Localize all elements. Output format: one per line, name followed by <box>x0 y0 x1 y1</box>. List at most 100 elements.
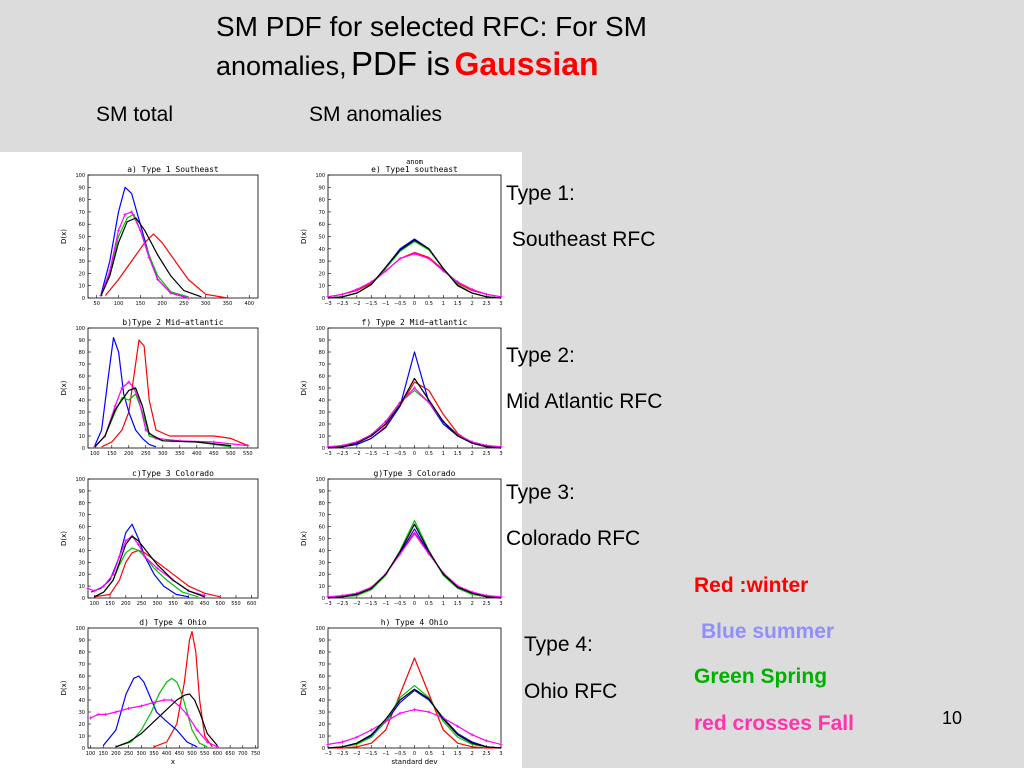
ytick-label-3-4: 40 <box>319 398 325 404</box>
series-line-other-3 <box>327 377 502 449</box>
xtick-label-2-3: 250 <box>141 451 151 457</box>
rfc-label-midatlantic: Mid Atlantic RFC <box>506 390 663 413</box>
series-marker-fall-1-1 <box>340 292 345 296</box>
xtick-label-5-0: −3 <box>324 601 331 607</box>
series-marker-fall-1-7 <box>427 257 431 261</box>
series-marker-fall-0-3 <box>123 212 127 216</box>
series-marker-fall-5-6 <box>412 532 417 536</box>
xtick-label-1-4: −1 <box>382 301 389 307</box>
ytick-label-3-10: 100 <box>315 326 325 332</box>
series-marker-fall-4-1 <box>92 589 96 593</box>
ytick-label-1-9: 90 <box>319 185 325 191</box>
chart-top-label-1: anom <box>406 158 423 166</box>
ytick-label-1-5: 50 <box>319 235 325 241</box>
ytick-label-3-6: 60 <box>319 374 325 380</box>
ytick-label-5-3: 30 <box>319 560 325 566</box>
series-marker-fall-0-6 <box>147 255 151 260</box>
ylabel-7: D(x) <box>300 680 308 695</box>
series-marker-fall-2-11 <box>246 444 250 448</box>
series-line-spring-5 <box>327 520 502 599</box>
charts-svg: a) Type 1 Southeast010203040506070809010… <box>60 158 503 766</box>
xtick-label-4-0: 100 <box>90 601 100 607</box>
title-line-2a: anomalies, <box>216 50 347 81</box>
slide-title: SM PDF for selected RFC: For SM anomalie… <box>216 10 647 83</box>
ytick-label-7-1: 10 <box>319 734 325 740</box>
ytick-label-4-10: 100 <box>75 477 85 483</box>
series-marker-fall-6-13 <box>215 745 220 749</box>
xtick-label-7-9: 1.5 <box>454 751 462 757</box>
series-line-summer-3 <box>327 351 502 449</box>
ytick-label-4-5: 50 <box>79 537 85 543</box>
ytick-label-4-3: 30 <box>79 560 85 566</box>
ytick-label-3-2: 20 <box>319 422 325 428</box>
ylabel-3: D(x) <box>300 380 308 395</box>
series-marker-fall-2-4 <box>127 380 131 384</box>
ytick-label-7-10: 100 <box>315 626 325 632</box>
series-line-spring-4 <box>94 547 199 598</box>
xtick-label-1-3: −1.5 <box>365 301 377 307</box>
xtick-label-5-11: 2.5 <box>483 601 491 607</box>
xtick-label-4-2: 200 <box>121 601 131 607</box>
xtick-label-7-8: 1 <box>442 751 445 757</box>
series-line-fall-6 <box>90 699 218 748</box>
ylabel-1: D(x) <box>300 229 308 244</box>
series-line-summer-7 <box>327 689 502 749</box>
series-marker-fall-1-2 <box>355 287 359 291</box>
xtick-label-6-12: 700 <box>238 751 248 757</box>
series-marker-fall-1-11 <box>484 292 489 296</box>
xtick-label-6-1: 150 <box>98 751 108 757</box>
series-marker-fall-6-0 <box>88 716 93 720</box>
xtick-label-4-1: 150 <box>105 601 115 607</box>
xtick-label-7-12: 3 <box>499 751 502 757</box>
xtick-label-7-10: 2 <box>471 751 474 757</box>
ytick-label-6-1: 10 <box>79 734 85 740</box>
chart-title-6: d) Type 4 Ohio <box>139 618 207 627</box>
ytick-label-1-2: 20 <box>319 271 325 277</box>
ytick-label-4-2: 20 <box>79 572 85 578</box>
ytick-label-7-2: 20 <box>319 722 325 728</box>
xtick-label-1-6: 0 <box>413 301 416 307</box>
xtick-label-3-11: 2.5 <box>483 451 491 457</box>
ytick-label-4-8: 80 <box>79 501 85 507</box>
ytick-label-5-6: 60 <box>319 525 325 531</box>
series-line-summer-2 <box>94 337 157 448</box>
xtick-label-1-1: −2.5 <box>336 301 348 307</box>
xtick-label-7-4: −1 <box>382 751 389 757</box>
series-marker-fall-6-7 <box>162 698 166 702</box>
ytick-label-2-9: 90 <box>79 338 85 344</box>
ytick-label-2-0: 0 <box>82 446 85 452</box>
series-line-fall-7 <box>327 708 502 745</box>
chart-title-7: h) Type 4 Ohio <box>381 618 449 627</box>
series-marker-fall-2-7 <box>144 428 148 432</box>
series-line-summer-4 <box>90 523 189 598</box>
xtick-label-2-0: 100 <box>90 451 100 457</box>
xtick-label-2-6: 400 <box>192 451 202 457</box>
xtick-label-6-8: 500 <box>187 751 197 757</box>
xtick-label-3-5: −0.5 <box>394 451 406 457</box>
series-marker-fall-6-5 <box>139 704 143 708</box>
series-line-other-1 <box>327 239 502 299</box>
ytick-label-2-10: 100 <box>75 326 85 332</box>
ytick-label-2-2: 20 <box>79 422 85 428</box>
ytick-label-0-7: 70 <box>79 210 85 216</box>
legend-fall: red crosses Fall <box>694 712 854 735</box>
xtick-label-2-4: 300 <box>158 451 168 457</box>
xtick-label-7-6: 0 <box>413 751 416 757</box>
chart-title-0: a) Type 1 Southeast <box>127 165 219 174</box>
title-line-1: SM PDF for selected RFC: For SM <box>216 11 647 42</box>
xtick-label-4-9: 550 <box>231 601 241 607</box>
ytick-label-0-0: 0 <box>82 296 85 302</box>
chart-title-4: c)Type 3 Colorado <box>132 469 214 478</box>
xtick-label-0-5: 300 <box>201 301 211 307</box>
xlabel-6: x <box>171 758 175 766</box>
series-line-spring-3 <box>327 389 502 448</box>
xtick-label-3-3: −1.5 <box>365 451 377 457</box>
ytick-label-5-5: 50 <box>319 537 325 543</box>
xtick-label-2-1: 150 <box>107 451 117 457</box>
series-marker-fall-0-7 <box>156 277 160 282</box>
xtick-label-5-2: −2 <box>353 601 360 607</box>
series-marker-fall-4-3 <box>111 572 115 576</box>
xtick-label-3-6: 0 <box>413 451 416 457</box>
chart-title-1: e) Type1 southeast <box>371 165 458 174</box>
series-marker-fall-7-11 <box>484 739 489 743</box>
